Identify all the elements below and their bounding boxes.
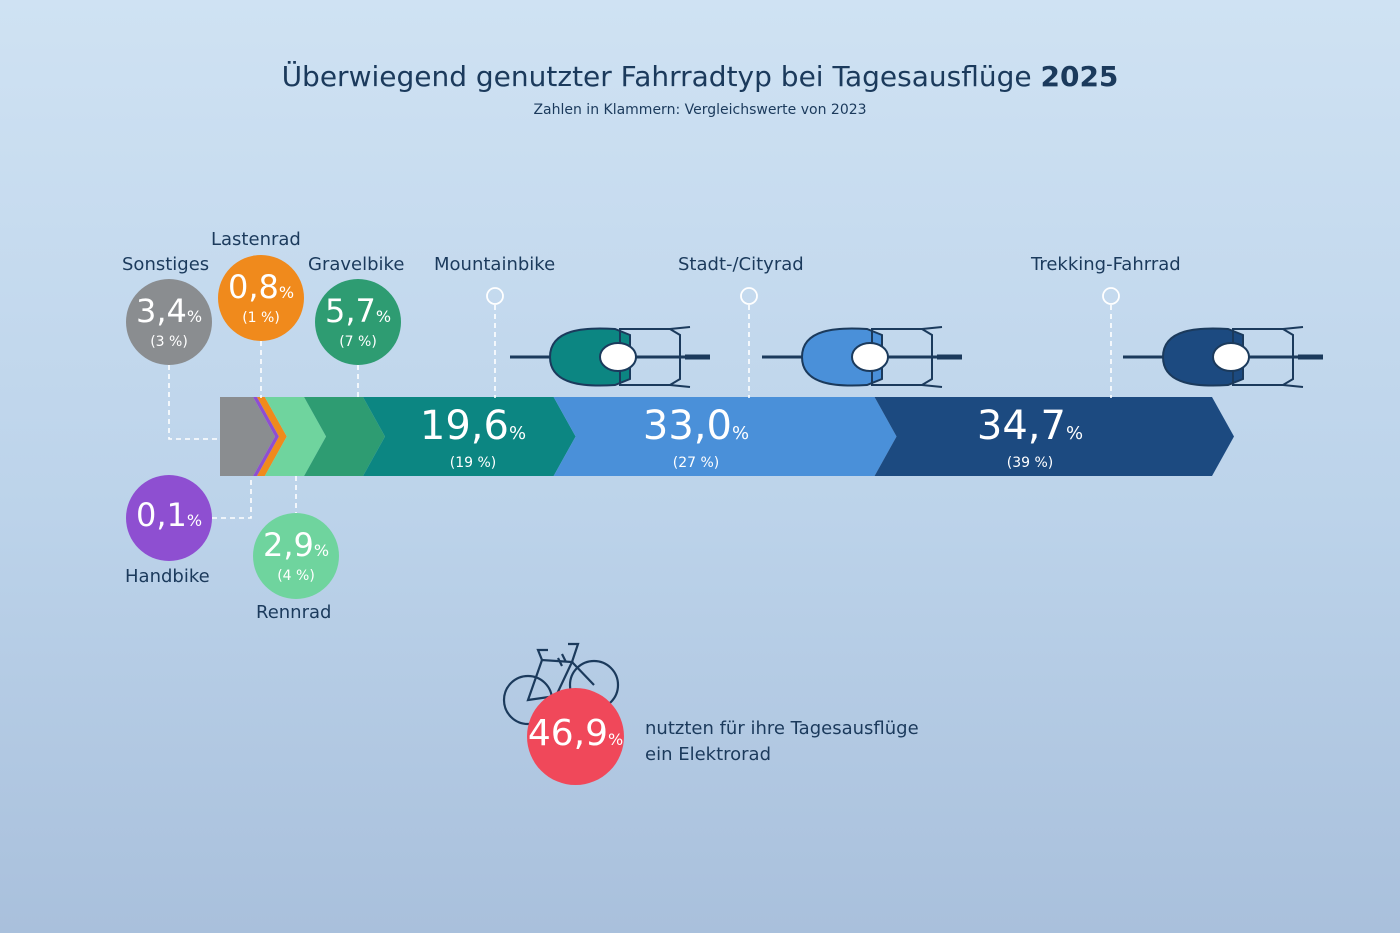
chart-title-year: 2025 xyxy=(1040,60,1119,93)
segment-value-trekking: 34,7% (39 %) xyxy=(976,403,1084,471)
bar-segment-lastenrad xyxy=(256,397,287,476)
label-handbike: Handbike xyxy=(125,566,210,587)
leader-line-sonstiges xyxy=(168,365,220,440)
label-mountainbike: Mountainbike xyxy=(434,254,556,275)
bar-segment-mountainbike xyxy=(363,397,576,476)
label-trekking: Trekking-Fahrrad xyxy=(1031,254,1181,275)
bar-segment-rennrad xyxy=(264,397,327,476)
leader-line-handbike xyxy=(212,476,252,519)
label-lastenrad: Lastenrad xyxy=(211,229,301,250)
label-rennrad: Rennrad xyxy=(256,602,332,623)
e-bike-caption-line1: nutzten für ihre Tagesausflüge xyxy=(645,718,919,739)
chart-title: Überwiegend genutzter Fahrradtyp bei Tag… xyxy=(281,60,1119,93)
leader-marker-mountainbike xyxy=(486,287,504,305)
label-gravelbike: Gravelbike xyxy=(308,254,405,275)
value-circle-handbike: 0,1% xyxy=(126,475,212,561)
e-bike-caption: nutzten für ihre Tagesausflüge ein Elekt… xyxy=(645,716,919,768)
bar-segment-stadtrad xyxy=(553,397,897,476)
bicycle-top-view-icon-trekking xyxy=(1123,326,1323,388)
value-circle-lastenrad: 0,8% (1 %) xyxy=(218,255,304,341)
e-bike-circle: 46,9% xyxy=(527,688,624,785)
leader-marker-stadtrad xyxy=(740,287,758,305)
leader-marker-trekking xyxy=(1102,287,1120,305)
value-circle-sonstiges: 3,4% (3 %) xyxy=(126,279,212,365)
bar-segment-trekking xyxy=(874,397,1234,476)
bar-segment-gravelbike xyxy=(304,397,386,476)
segment-value-stadtrad: 33,0% (27 %) xyxy=(642,403,750,471)
chart-subtitle: Zahlen in Klammern: Vergleichswerte von … xyxy=(533,102,867,118)
label-stadtrad: Stadt-/Cityrad xyxy=(678,254,804,275)
bicycle-top-view-icon-mountainbike xyxy=(510,326,710,388)
bicycle-top-view-icon-stadtrad xyxy=(762,326,962,388)
label-sonstiges: Sonstiges xyxy=(122,254,210,275)
bar-segment-sonstiges xyxy=(220,397,276,476)
e-bike-caption-line2: ein Elektrorad xyxy=(645,744,772,765)
value-circle-gravelbike: 5,7% (7 %) xyxy=(315,279,401,365)
segment-value-mountainbike: 19,6% (19 %) xyxy=(419,403,527,471)
value-circle-rennrad: 2,9% (4 %) xyxy=(253,513,339,599)
